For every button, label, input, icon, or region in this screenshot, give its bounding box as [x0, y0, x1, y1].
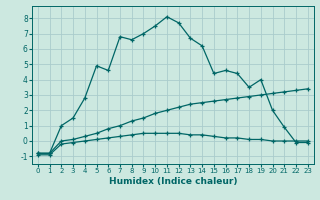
X-axis label: Humidex (Indice chaleur): Humidex (Indice chaleur): [108, 177, 237, 186]
